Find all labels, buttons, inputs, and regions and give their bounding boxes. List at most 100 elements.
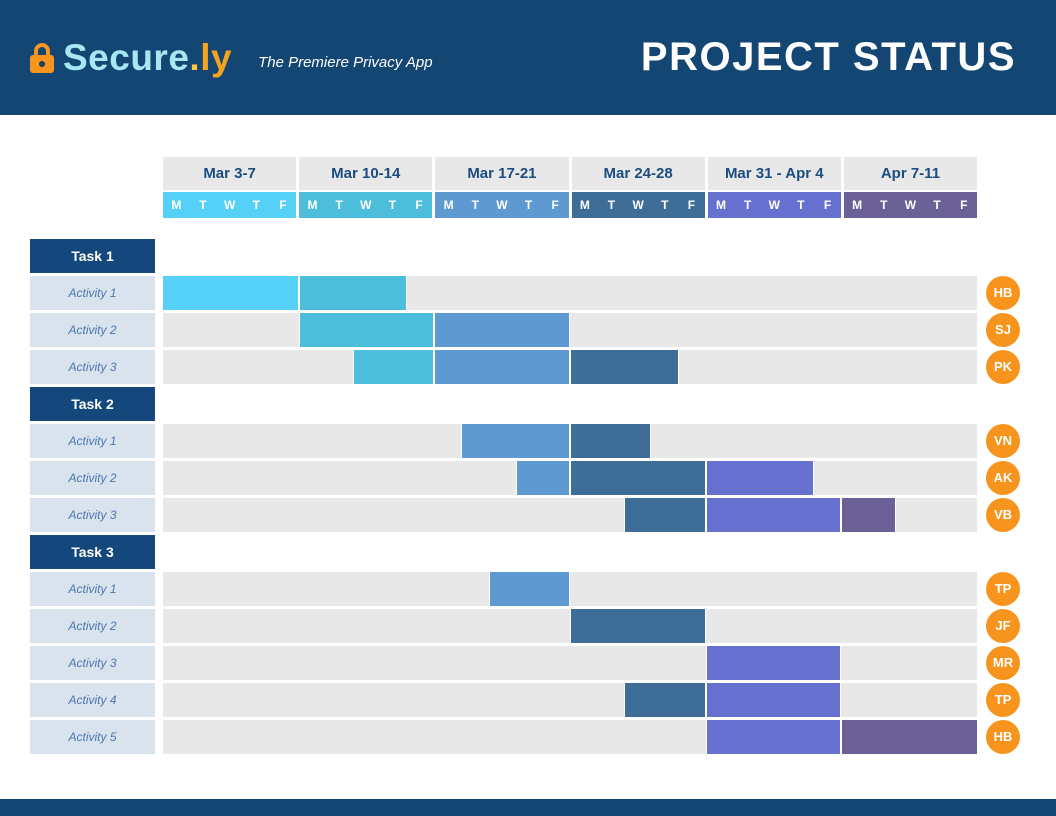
day-label: M <box>171 198 182 212</box>
assignee-avatar: HB <box>986 720 1020 754</box>
day-label: T <box>524 198 533 212</box>
task-row-1: Task 1 <box>30 239 1020 273</box>
assignee-avatar: PK <box>986 350 1020 384</box>
day-label: M <box>716 198 726 212</box>
day-label: W <box>223 198 236 212</box>
day-label: T <box>388 198 397 212</box>
day-label: T <box>880 198 888 212</box>
day-label: T <box>797 198 805 212</box>
gantt-bar-segment <box>624 498 706 532</box>
brand-name-primary: Secure <box>63 36 190 78</box>
gantt-track <box>163 683 977 717</box>
activity-label: Activity 3 <box>30 350 155 384</box>
gantt-bar-segment <box>434 313 570 347</box>
assignee-avatar: SJ <box>986 313 1020 347</box>
task-label: Task 3 <box>30 535 155 569</box>
brand-name-dot: . <box>189 36 201 78</box>
activity-label: Activity 4 <box>30 683 155 717</box>
gantt-bar-segment <box>841 498 896 532</box>
day-label: F <box>687 198 696 212</box>
activity-row: Activity 1 VN <box>30 424 1020 458</box>
gantt-bar-segment <box>705 720 842 754</box>
assignee-avatar: VB <box>986 498 1020 532</box>
day-label: M <box>307 198 318 212</box>
day-label: T <box>743 198 752 212</box>
gantt-bar-segment <box>570 461 706 495</box>
assignee-avatar: JF <box>986 609 1020 643</box>
activity-label: Activity 1 <box>30 424 155 458</box>
activity-label: Activity 2 <box>30 461 155 495</box>
lock-icon <box>30 42 54 73</box>
day-label: W <box>360 198 372 212</box>
day-label: F <box>551 198 559 212</box>
day-label: T <box>199 198 207 212</box>
gantt-bar-segment <box>488 572 570 606</box>
activity-row: Activity 1 HB <box>30 276 1020 310</box>
gantt-bar-segment <box>705 646 842 680</box>
day-label: T <box>335 198 343 212</box>
week-header-cell-5: Mar 31 - Apr 4 <box>707 157 841 190</box>
day-label: M <box>443 198 454 212</box>
task-row-2: Task 2 <box>30 387 1020 421</box>
day-label: W <box>904 198 917 212</box>
app-header: Secure.ly The Premiere Privacy App PROJE… <box>0 0 1056 115</box>
gantt-track <box>163 276 977 310</box>
gantt-bar-segment <box>570 350 679 384</box>
activity-row: Activity 2 SJ <box>30 313 1020 347</box>
gantt-bar-segment <box>298 276 408 310</box>
gantt-track <box>163 720 977 754</box>
day-label: W <box>632 198 644 212</box>
week-header-cell-2: Mar 10-14 <box>299 157 433 190</box>
week-header-cell-6: Apr 7-11 <box>843 157 978 190</box>
task-row-3: Task 3 <box>30 535 1020 569</box>
gantt-bar-segment <box>461 424 570 458</box>
assignee-avatar: TP <box>986 683 1020 717</box>
assignee-avatar: MR <box>986 646 1020 680</box>
gantt-track <box>163 609 977 643</box>
page-title: PROJECT STATUS <box>640 35 1016 79</box>
activity-label: Activity 2 <box>30 313 155 347</box>
assignee-avatar: HB <box>986 276 1020 310</box>
day-label: M <box>579 198 590 212</box>
gantt-track <box>163 461 977 495</box>
day-label: T <box>471 198 479 212</box>
day-label: M <box>852 198 863 212</box>
activity-label: Activity 1 <box>30 276 155 310</box>
gantt-track <box>163 572 977 606</box>
week-header-cell-4: Mar 24-28 <box>571 157 705 190</box>
gantt-track <box>163 313 977 347</box>
day-label: W <box>768 198 780 212</box>
day-label: T <box>252 198 260 212</box>
gantt-bar-segment <box>841 720 977 754</box>
assignee-avatar: VN <box>986 424 1020 458</box>
gantt-track <box>163 646 977 680</box>
day-label: F <box>960 198 968 212</box>
gantt-bar-segment <box>570 424 652 458</box>
activity-row: Activity 1 TP <box>30 572 1020 606</box>
week-header-cell-1: Mar 3-7 <box>163 157 297 190</box>
day-label: F <box>823 198 832 212</box>
activity-label: Activity 2 <box>30 609 155 643</box>
week-header-cell-3: Mar 17-21 <box>435 157 569 190</box>
gantt-bar-segment <box>163 276 299 310</box>
gantt-track <box>163 498 977 532</box>
gantt-bar-segment <box>705 461 815 495</box>
day-label: F <box>279 198 287 212</box>
activity-label: Activity 3 <box>30 646 155 680</box>
gantt-track <box>163 424 977 458</box>
gantt-bar-segment <box>705 498 842 532</box>
footer-bar <box>0 799 1056 816</box>
activity-label: Activity 1 <box>30 572 155 606</box>
activity-row: Activity 3 VB <box>30 498 1020 532</box>
gantt-track <box>163 350 977 384</box>
activity-row: Activity 5 HB <box>30 720 1020 754</box>
day-label: T <box>607 198 616 212</box>
